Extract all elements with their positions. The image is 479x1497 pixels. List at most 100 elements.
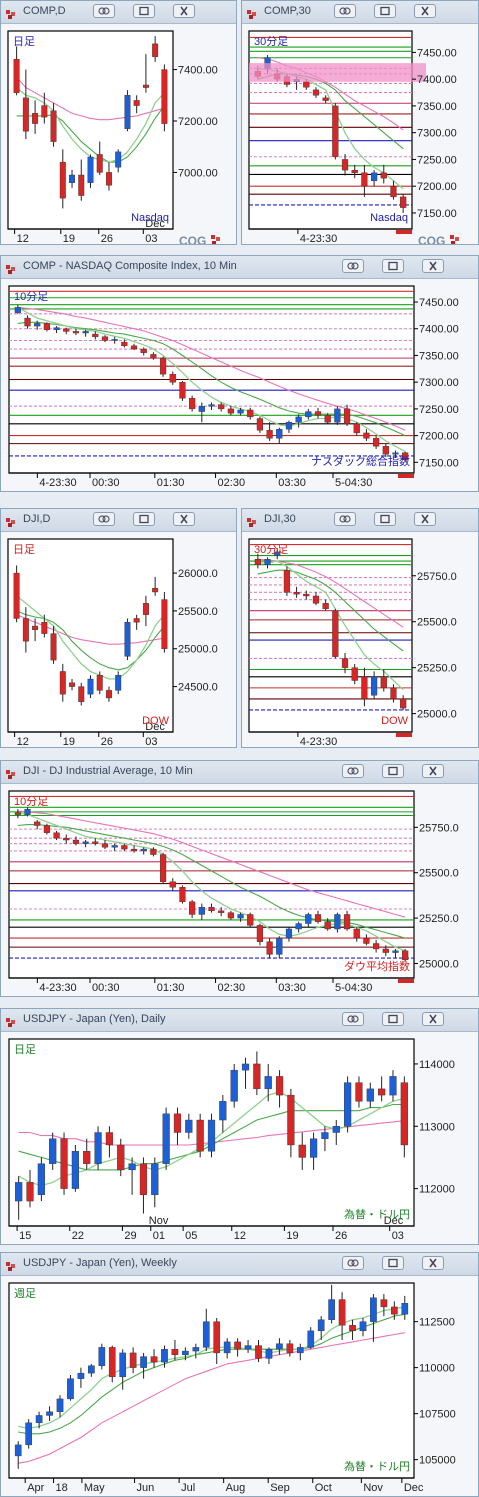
chart-window-usdjpyd[interactable]: USDJPY - Japan (Yen), Daily 112000 113000 1… [0, 1008, 479, 1245]
close-button[interactable] [414, 4, 436, 18]
candle [46, 1406, 53, 1421]
chart-window-usdjpyw[interactable]: USDJPY - Japan (Yen), Weekly 105000 107500… [0, 1252, 479, 1497]
candle [392, 450, 399, 459]
candle [83, 1138, 91, 1170]
link-button[interactable] [342, 1256, 364, 1270]
chart-window-djid[interactable]: DJI,D 24500.0 25000.0 25500.0 26000.0 12 19 26 0… [0, 508, 237, 748]
instrument-label: DOW [381, 715, 409, 727]
close-button[interactable] [173, 4, 195, 18]
candle [244, 1340, 252, 1353]
close-button[interactable] [422, 1012, 444, 1026]
candle [274, 548, 281, 560]
chart-window-compd[interactable]: COMP,D 7000.00 7200.00 7400.00 12 19 26 03 Dec 日足… [0, 0, 237, 245]
y-tick-label: 114000 [419, 1059, 455, 1071]
link-button[interactable] [334, 512, 356, 526]
candle [53, 830, 60, 841]
restore-button[interactable] [374, 512, 396, 526]
y-tick-label: 7350.00 [419, 350, 459, 362]
x-tick-label: 29 [124, 1230, 136, 1242]
restore-button[interactable] [382, 1012, 404, 1026]
candle [264, 1063, 272, 1102]
chart-canvas[interactable]: 7150.00 7200.00 7250.00 7300.00 7350.00 7400.… [1, 278, 478, 491]
y-tick-label: 25500.0 [419, 868, 459, 880]
close-button[interactable] [173, 512, 195, 526]
scroll-marker[interactable] [398, 474, 414, 478]
scroll-marker[interactable] [396, 733, 412, 737]
candle [390, 1301, 398, 1320]
restore-button[interactable] [133, 4, 155, 18]
x-tick-label: Sep [270, 1482, 290, 1494]
plot-area [8, 1282, 415, 1479]
link-button[interactable] [93, 512, 115, 526]
ma-line-pink [18, 1332, 405, 1464]
x-tick-label: 03 [392, 1230, 404, 1242]
chart-canvas[interactable]: 25000.0 25250.0 25500.0 25750.0 4-23:30 30分足 D… [242, 531, 478, 747]
y-tick-label: 7350.00 [417, 101, 457, 113]
candle [303, 590, 310, 600]
y-tick-label: 7200.00 [178, 116, 218, 128]
close-button[interactable] [422, 1256, 444, 1270]
chart-window-dji30[interactable]: DJI,30 25000.0 25250.0 25500.0 25750.0 4-23:3… [241, 508, 479, 748]
candle [309, 1132, 318, 1170]
candle [189, 899, 196, 919]
timeframe-label: 10分足 [14, 290, 48, 303]
candle [322, 599, 329, 611]
candle [247, 912, 254, 928]
y-tick-label: 7200.00 [419, 431, 459, 443]
candle [363, 429, 370, 441]
candle [151, 1157, 159, 1208]
x-tick-label: 03 [145, 736, 157, 747]
plot-area [7, 538, 174, 733]
restore-button[interactable] [133, 512, 155, 526]
link-button[interactable] [342, 764, 364, 778]
title-bar: COMP,30 [242, 1, 478, 24]
plot-area [8, 790, 415, 979]
chart-window-comp10[interactable]: COMP - NASDAQ Composite Index, 10 Min 715… [0, 255, 479, 492]
close-button[interactable] [414, 512, 436, 526]
close-button[interactable] [422, 259, 444, 273]
y-tick-label: 25500.0 [417, 617, 457, 629]
app-icon [6, 767, 16, 779]
link-button[interactable] [334, 4, 356, 18]
link-button[interactable] [93, 4, 115, 18]
x-tick-label: 00:30 [92, 477, 120, 489]
candle [402, 451, 409, 463]
candle [380, 669, 387, 692]
chart-canvas[interactable]: 112000 113000 114000 15 22 29 01 05 12 19 26 03 Nov D… [1, 1031, 478, 1244]
restore-button[interactable] [382, 259, 404, 273]
candle [312, 87, 320, 98]
restore-button[interactable] [374, 4, 396, 18]
ma-line-light [17, 306, 406, 453]
chart-window-comp30[interactable]: COMP,30 7150.00 7200.00 7250.00 7300.00 7350.… [241, 0, 479, 245]
chart-canvas[interactable]: 25000.0 25250.0 25500.0 25750.0 4-23:30 00:30… [1, 783, 478, 996]
x-tick-label: 4-23:30 [39, 477, 76, 489]
candle [196, 1113, 204, 1158]
y-tick-label: 7200.00 [417, 181, 457, 193]
restore-button[interactable] [382, 1256, 404, 1270]
candle [173, 1107, 182, 1145]
candle [192, 1343, 200, 1359]
candle [161, 591, 168, 653]
chart-canvas[interactable]: 105000 107500 110000 112500 Apr 18 May Jun Jul Au… [1, 1275, 478, 1496]
chart-window-dji10[interactable]: DJI - DJ Industrial Average, 10 Min 25000… [0, 760, 479, 997]
link-button[interactable] [342, 259, 364, 273]
scroll-marker[interactable] [398, 979, 414, 983]
y-tick-label: 25000.0 [178, 644, 218, 656]
candle [115, 671, 122, 695]
candle [241, 1057, 250, 1089]
candle [26, 1169, 34, 1208]
x-tick-label: 12 [17, 233, 29, 244]
chart-canvas[interactable]: 24500.0 25000.0 25500.0 26000.0 12 19 26 03 Dec 日… [1, 531, 236, 747]
candle [254, 553, 261, 569]
x-tick-label: Apr [27, 1482, 44, 1494]
candle [382, 443, 389, 457]
chart-canvas[interactable]: 7000.00 7200.00 7400.00 12 19 26 03 Dec 日足 Nasdaq… [1, 23, 236, 244]
chart-canvas[interactable]: 7150.00 7200.00 7250.00 7300.00 7350.00 7400.… [242, 23, 478, 244]
x-tick-label: 19 [286, 1230, 298, 1242]
restore-button[interactable] [382, 764, 404, 778]
x-tick-label: 12 [17, 736, 29, 747]
candle [373, 435, 380, 449]
scroll-marker[interactable] [396, 230, 412, 234]
link-button[interactable] [342, 1012, 364, 1026]
close-button[interactable] [422, 764, 444, 778]
